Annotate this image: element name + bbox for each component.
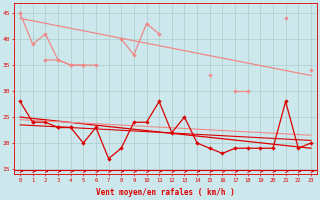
X-axis label: Vent moyen/en rafales ( km/h ): Vent moyen/en rafales ( km/h ): [96, 188, 235, 197]
